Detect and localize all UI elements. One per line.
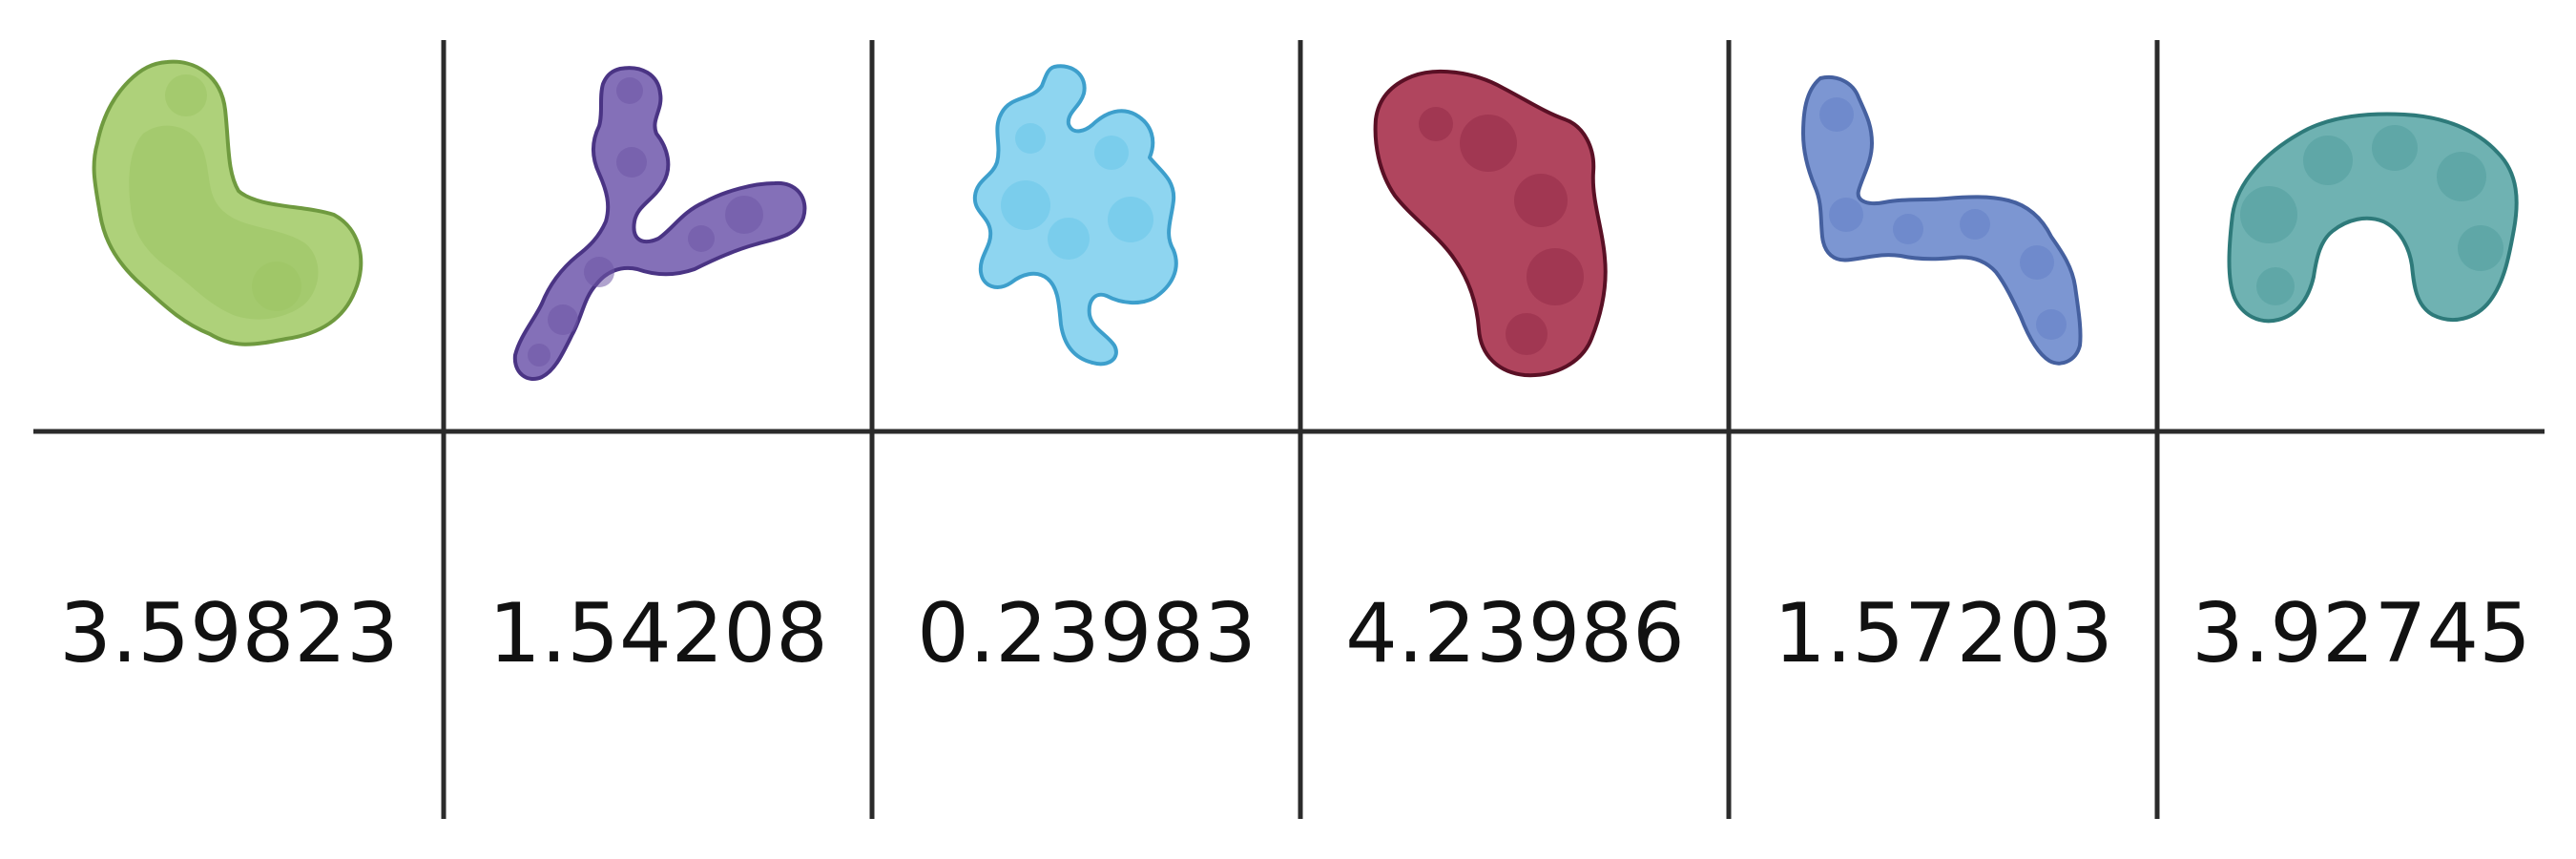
value-cell: 1.54208 [488, 586, 828, 681]
value-cell: 3.92745 [2192, 586, 2531, 681]
purple-y-shaped-protein-icon [512, 66, 807, 381]
green-protein-blob-icon [92, 59, 364, 346]
teal-arched-protein-icon [2227, 112, 2519, 324]
shape-row [92, 59, 2519, 381]
crimson-protein-blob-icon [1373, 69, 1608, 378]
light-blue-protein-blob-icon [972, 64, 1178, 367]
blue-s-shaped-protein-icon [1801, 75, 2083, 366]
value-row: 3.59823 1.54208 0.23983 4.23986 1.57203 … [59, 586, 2531, 681]
value-cell: 4.23986 [1345, 586, 1685, 681]
value-cell: 0.23983 [917, 586, 1257, 681]
table-grid [33, 40, 2545, 819]
value-cell: 3.59823 [59, 586, 399, 681]
value-cell: 1.57203 [1774, 586, 2113, 681]
